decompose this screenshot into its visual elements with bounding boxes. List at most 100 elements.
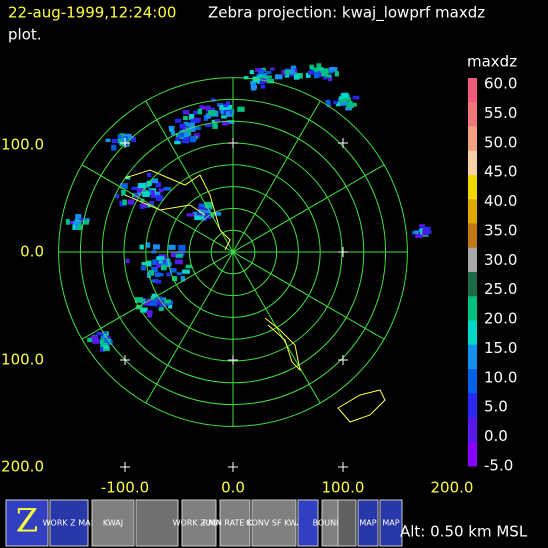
button-face bbox=[219, 499, 251, 547]
echo bbox=[258, 70, 264, 75]
colorbar-label: 50.0 bbox=[484, 133, 517, 151]
echo bbox=[221, 120, 229, 126]
echo bbox=[151, 178, 159, 184]
echo bbox=[146, 298, 153, 304]
echo bbox=[103, 346, 110, 352]
echo bbox=[345, 106, 353, 111]
echo bbox=[186, 213, 195, 217]
echo bbox=[274, 74, 283, 80]
echo bbox=[316, 63, 322, 70]
echo bbox=[340, 102, 348, 106]
echo bbox=[83, 219, 89, 225]
echo bbox=[325, 74, 332, 78]
echo bbox=[146, 172, 152, 178]
colorbar: maxdz 60.0 55.0 50.0 45.0 40.0 35.0 30.0 25.0 20.… bbox=[467, 53, 517, 475]
colorbar-label: 60.0 bbox=[484, 75, 517, 93]
toolbar-button[interactable] bbox=[337, 499, 357, 547]
coastline bbox=[337, 389, 386, 423]
echo bbox=[197, 108, 203, 115]
echo bbox=[261, 73, 267, 79]
colorbar-label: 45.0 bbox=[484, 163, 517, 181]
echo bbox=[127, 199, 135, 205]
echo bbox=[145, 242, 151, 248]
echo bbox=[147, 311, 153, 318]
echo bbox=[290, 65, 296, 69]
x-label: 100.0 bbox=[322, 479, 365, 497]
echo bbox=[119, 183, 128, 189]
toolbar-button[interactable]: Z bbox=[5, 499, 49, 547]
echo bbox=[237, 106, 245, 112]
toolbar-button[interactable] bbox=[297, 499, 319, 547]
echo bbox=[146, 310, 153, 314]
echo bbox=[159, 272, 164, 277]
echo bbox=[314, 73, 320, 78]
toolbar-button[interactable]: WORK Z MAP bbox=[43, 499, 96, 547]
echo bbox=[147, 189, 153, 195]
echo bbox=[260, 84, 266, 89]
toolbar-button[interactable]: WORK Z MAP bbox=[173, 499, 226, 547]
echo bbox=[125, 258, 130, 264]
echo bbox=[201, 205, 207, 210]
echo bbox=[79, 218, 87, 223]
colorbar-swatch bbox=[468, 126, 477, 152]
echo bbox=[188, 114, 195, 120]
echo bbox=[111, 138, 120, 144]
echo bbox=[181, 137, 190, 144]
echo bbox=[414, 230, 419, 234]
echo bbox=[155, 279, 162, 284]
toolbar-button[interactable]: CONV SF KWA bbox=[246, 499, 303, 547]
echo bbox=[204, 106, 211, 110]
echo bbox=[122, 199, 128, 205]
toolbar-button[interactable]: KWAJ bbox=[91, 499, 135, 547]
colorbar-label: 0.0 bbox=[484, 427, 508, 445]
echo bbox=[158, 258, 163, 264]
echo bbox=[174, 259, 183, 265]
toolbar-button[interactable]: MAP bbox=[357, 499, 379, 547]
echo bbox=[308, 70, 314, 75]
echo bbox=[167, 262, 172, 267]
echo bbox=[140, 307, 148, 313]
echo bbox=[338, 96, 345, 101]
echo bbox=[333, 100, 338, 105]
echo bbox=[192, 211, 198, 217]
echo bbox=[327, 76, 333, 82]
echo bbox=[339, 99, 348, 105]
y-label: 0.0 bbox=[20, 243, 44, 261]
echo bbox=[204, 123, 212, 127]
button-face bbox=[379, 499, 403, 547]
echo bbox=[163, 186, 172, 191]
echo bbox=[226, 120, 235, 124]
echo bbox=[149, 200, 155, 207]
echo bbox=[177, 250, 185, 257]
echo bbox=[183, 115, 188, 121]
toolbar-button[interactable]: RAIN RATE KWAJ bbox=[203, 499, 267, 547]
echo bbox=[211, 119, 218, 124]
echo bbox=[259, 78, 265, 84]
echo bbox=[166, 272, 171, 277]
echo bbox=[77, 224, 83, 231]
echo bbox=[322, 74, 328, 80]
echo bbox=[146, 180, 152, 187]
button-face bbox=[297, 499, 319, 547]
y-label: 100.0 bbox=[1, 351, 44, 369]
echo bbox=[155, 182, 161, 188]
echo bbox=[137, 182, 146, 189]
echo bbox=[305, 72, 311, 78]
toolbar-button[interactable] bbox=[135, 499, 179, 547]
echo bbox=[140, 189, 145, 195]
echo bbox=[335, 101, 342, 107]
echo bbox=[164, 302, 170, 306]
colorbar-label: 25.0 bbox=[484, 280, 517, 298]
echo bbox=[149, 302, 157, 306]
button-label: CONV SF KWA bbox=[246, 519, 303, 528]
button-face bbox=[135, 499, 179, 547]
echo bbox=[182, 110, 190, 115]
toolbar-button[interactable]: MAP bbox=[379, 499, 403, 547]
button-face bbox=[5, 499, 49, 547]
colorbar-swatch bbox=[468, 175, 477, 200]
echo bbox=[148, 270, 155, 276]
echo bbox=[181, 129, 188, 133]
echo bbox=[175, 118, 182, 123]
